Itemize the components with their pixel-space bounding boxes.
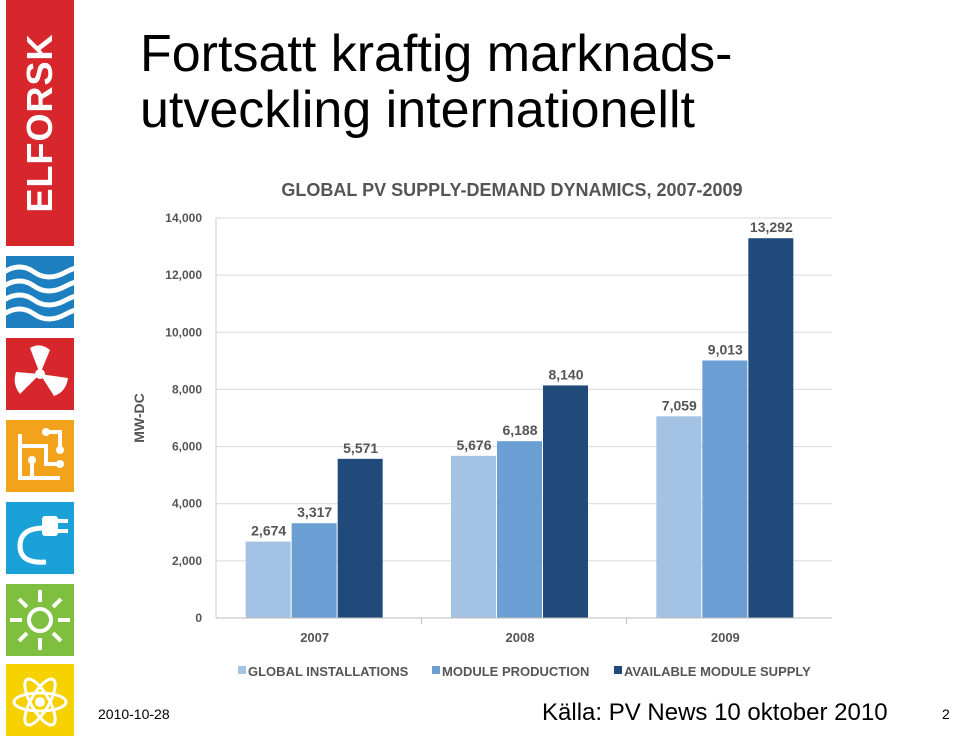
bar [337,458,383,618]
data-label: 7,059 [662,397,697,413]
data-label: 3,317 [297,504,332,520]
y-tick-label: 6,000 [172,440,202,454]
y-tick-label: 2,000 [172,554,202,568]
legend-label: MODULE PRODUCTION [442,664,589,679]
data-label: 9,013 [708,341,743,357]
sun-icon [6,584,74,656]
bar [451,455,496,618]
fan-icon [6,338,74,410]
data-label: 6,188 [502,422,537,438]
y-tick-label: 4,000 [172,497,202,511]
bar [543,385,588,618]
x-tick-label: 2007 [300,630,329,645]
data-label: 13,292 [750,219,793,235]
bar-chart: GLOBAL PV SUPPLY-DEMAND DYNAMICS, 2007-2… [131,180,832,679]
y-tick-label: 0 [195,611,202,625]
bar [702,360,748,618]
y-axis-label: MW-DC [131,393,147,442]
slide-title-line-1: Fortsatt kraftig marknads- [140,25,733,83]
legend-swatch [432,666,440,674]
logo-text: ELFORSK [19,33,60,213]
x-tick-label: 2008 [506,630,535,645]
legend-label: AVAILABLE MODULE SUPPLY [624,664,811,679]
data-label: 5,676 [456,437,491,453]
y-tick-label: 12,000 [165,268,202,282]
data-label: 5,571 [343,440,378,456]
bar [497,441,542,618]
slide-title-line-2: utveckling internationellt [140,81,695,139]
legend-label: GLOBAL INSTALLATIONS [248,664,409,679]
atom-icon [6,664,74,736]
page-number: 2 [942,706,950,722]
waves-icon [6,256,74,328]
x-tick-label: 2009 [711,630,740,645]
plug-icon [6,502,74,574]
legend-swatch [238,666,246,674]
bar [245,541,291,618]
y-tick-label: 8,000 [172,382,202,396]
bar [748,238,794,618]
bar [656,416,702,618]
elforsk-logo: ELFORSK [6,0,74,246]
slide-title: Fortsatt kraftig marknads- utveckling in… [140,26,732,138]
y-tick-label: 10,000 [165,325,202,339]
circuit-icon [6,420,74,492]
bar [291,523,337,618]
legend-swatch [614,666,622,674]
y-tick-label: 14,000 [165,211,202,225]
data-label: 2,674 [251,523,286,539]
data-label: 8,140 [548,366,583,382]
footer-source: Källa: PV News 10 oktober 2010 [542,699,888,726]
footer-date: 2010-10-28 [98,706,170,722]
sidebar: ELFORSK [0,0,76,736]
chart-title: GLOBAL PV SUPPLY-DEMAND DYNAMICS, 2007-2… [281,180,742,200]
